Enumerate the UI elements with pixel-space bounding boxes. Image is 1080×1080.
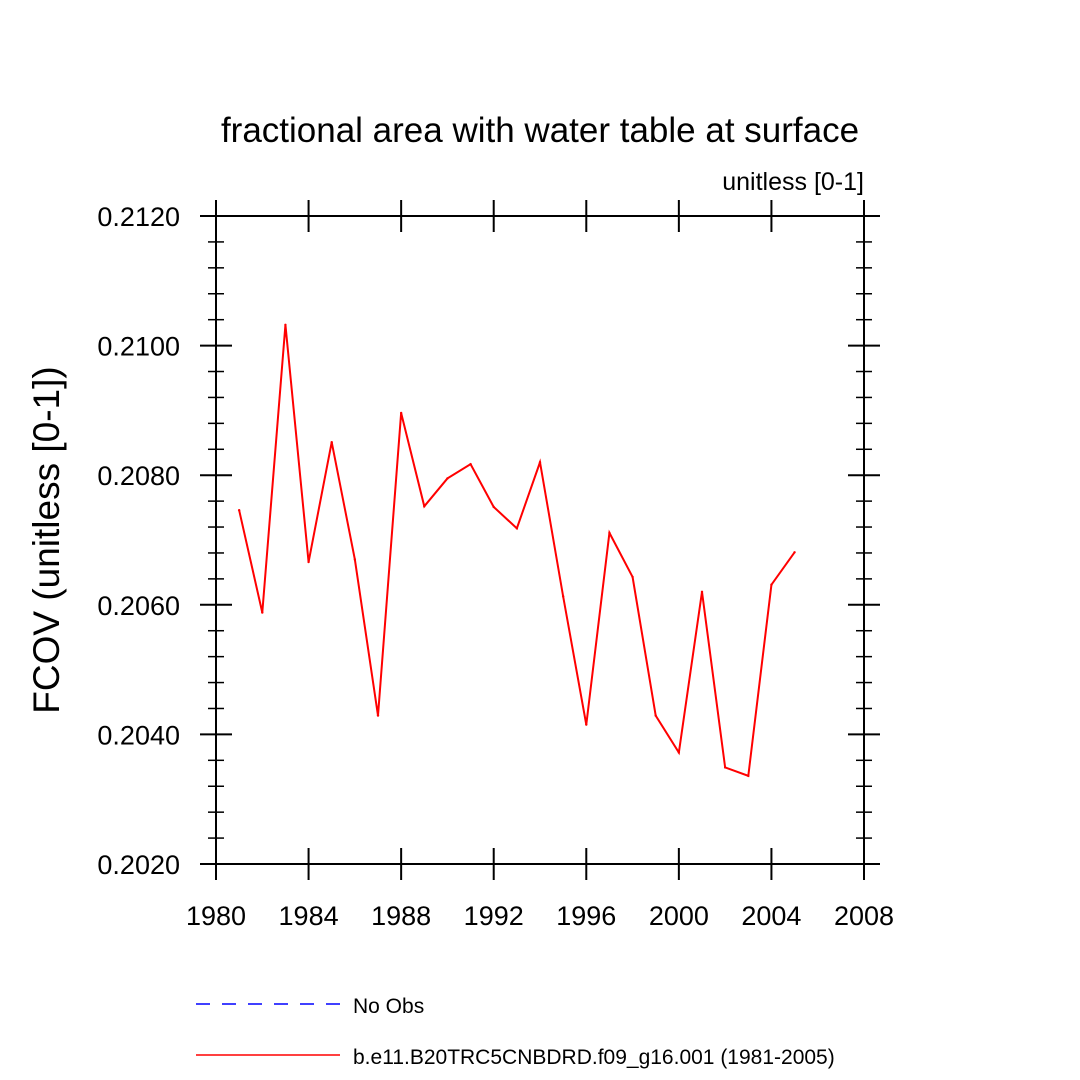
data-point bbox=[469, 462, 472, 466]
data-point bbox=[515, 527, 519, 530]
x-tick-label: 1980 bbox=[186, 901, 246, 931]
x-tick-label: 2004 bbox=[741, 901, 801, 931]
series-line bbox=[238, 324, 796, 778]
data-point bbox=[585, 723, 588, 726]
x-tick-label: 1984 bbox=[279, 901, 339, 931]
data-point bbox=[538, 461, 542, 464]
data-point bbox=[399, 411, 403, 415]
x-tick-label: 1988 bbox=[371, 901, 431, 931]
data-point bbox=[700, 590, 704, 594]
plot-frame bbox=[215, 215, 865, 865]
data-point bbox=[770, 583, 773, 586]
data-point bbox=[723, 766, 727, 769]
data-point bbox=[561, 595, 565, 598]
x-tick-label: 1996 bbox=[556, 901, 616, 931]
data-point bbox=[307, 560, 310, 564]
data-point bbox=[446, 477, 449, 480]
y-tick-label: 0.2100 bbox=[97, 332, 180, 362]
data-point bbox=[353, 558, 357, 561]
y-tick-label: 0.2120 bbox=[97, 202, 180, 232]
data-point bbox=[423, 505, 426, 508]
data-point bbox=[654, 714, 657, 717]
y-tick-label: 0.2080 bbox=[97, 461, 180, 491]
data-point bbox=[747, 774, 750, 778]
data-point bbox=[261, 611, 264, 614]
data-point bbox=[237, 508, 241, 512]
chart-subtitle: unitless [0-1] bbox=[722, 168, 864, 196]
data-point bbox=[793, 551, 796, 554]
x-tick-label: 2000 bbox=[649, 901, 709, 931]
chart-title: fractional area with water table at surf… bbox=[221, 111, 859, 150]
data-point bbox=[677, 751, 681, 754]
data-point bbox=[492, 505, 495, 509]
data-point bbox=[608, 531, 611, 535]
data-point bbox=[376, 714, 380, 717]
data-point bbox=[330, 440, 333, 444]
data-point bbox=[631, 575, 634, 579]
legend-label: No Obs bbox=[353, 995, 424, 1018]
data-point bbox=[284, 323, 287, 327]
x-tick-label: 1992 bbox=[464, 901, 524, 931]
x-tick-label: 2008 bbox=[834, 901, 894, 931]
y-tick-label: 0.2020 bbox=[97, 850, 180, 880]
y-tick-label: 0.2060 bbox=[97, 591, 180, 621]
y-tick-label: 0.2040 bbox=[97, 720, 180, 750]
legend-label: b.e11.B20TRC5CNBDRD.f09_g16.001 (1981-20… bbox=[353, 1046, 835, 1069]
y-axis-label: FCOV (unitless [0-1]) bbox=[26, 366, 67, 713]
